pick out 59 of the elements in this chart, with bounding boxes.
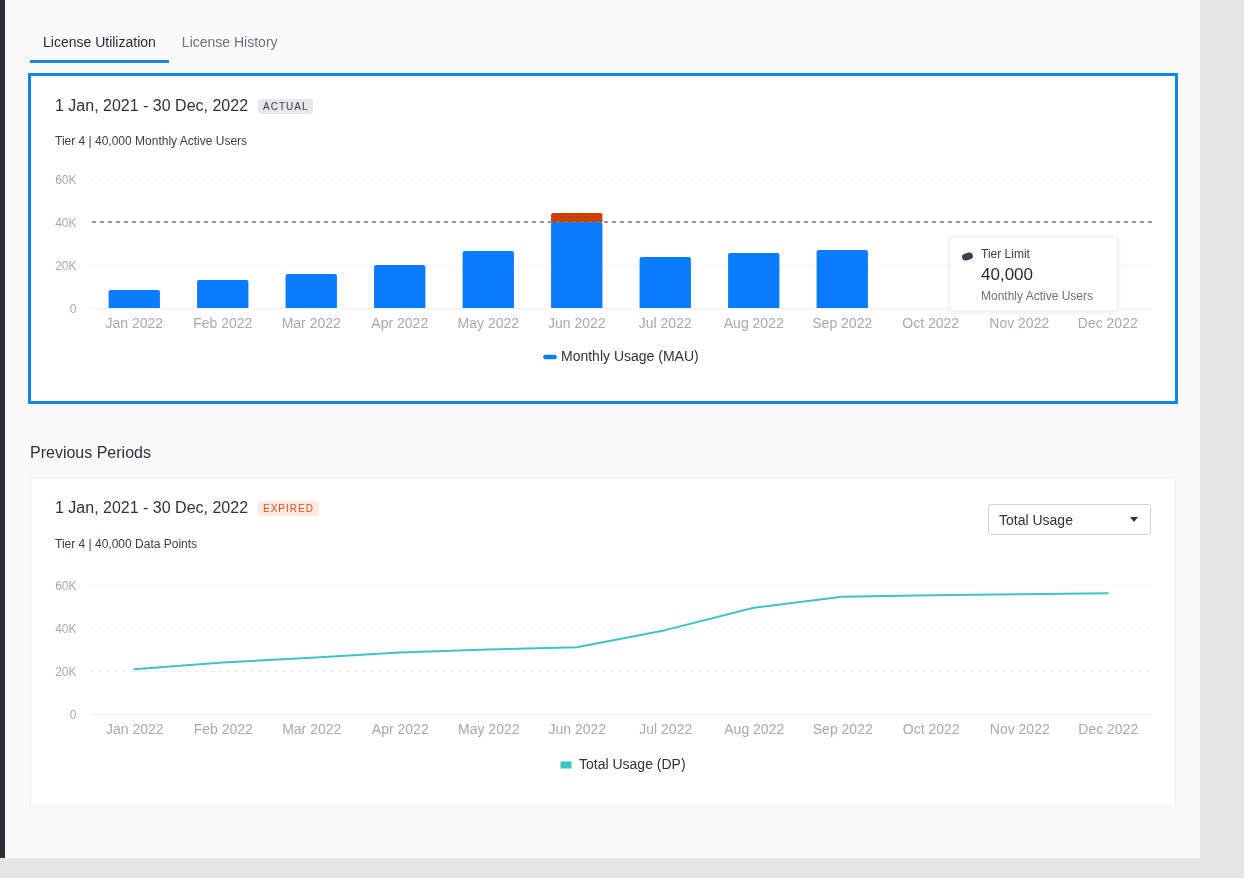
bar — [374, 265, 426, 308]
x-tick-label: May 2022 — [458, 720, 520, 737]
x-tick-label: Aug 2022 — [723, 314, 784, 331]
ref-line-label: Tier Limit — [981, 247, 1031, 261]
chart-subtitle: Tier 4 | 40,000 Monthly Active Users — [55, 134, 248, 148]
text: Previous Periods — [30, 444, 151, 462]
text: Total Usage — [988, 504, 1151, 535]
x-tick-label: Sep 2022 — [812, 720, 873, 737]
tooltip-card: Tier Limit 40,000 Monthly Active Users — [949, 236, 1118, 312]
x-tick-label: Dec 2022 — [1077, 314, 1138, 331]
bar — [551, 222, 603, 308]
x-tick-label: Mar 2022 — [282, 720, 342, 737]
text: EXPIRED — [258, 500, 319, 516]
x-tick-label: Apr 2022 — [371, 720, 429, 737]
x-tick-label: Oct 2022 — [902, 314, 960, 331]
y-tick-label: 20K — [55, 258, 77, 273]
x-tick-label: May 2022 — [457, 314, 520, 331]
bar — [462, 251, 514, 308]
x-tick-label: Jul 2022 — [638, 314, 692, 331]
legend-label: Total Usage (DP) — [579, 756, 686, 772]
bar — [551, 212, 603, 222]
chart-title: 1 Jan, 2021 - 30 Dec, 2022 — [55, 499, 249, 517]
x-tick-label: Nov 2022 — [989, 314, 1050, 331]
bar — [639, 257, 691, 308]
x-tick-label: Mar 2022 — [281, 314, 342, 331]
annotation: Monthly Active Users — [981, 289, 1095, 303]
x-tick-label: Nov 2022 — [989, 720, 1050, 737]
y-tick-label: 0 — [69, 707, 77, 722]
x-tick-label: Jan 2022 — [105, 720, 164, 737]
x-tick-label: Feb 2022 — [193, 314, 253, 331]
legend-label: Monthly Usage (MAU) — [561, 348, 699, 364]
text: License History — [180, 33, 279, 52]
y-tick-label: 60K — [55, 172, 77, 187]
bar — [197, 280, 249, 308]
x-tick-label: Jul 2022 — [639, 720, 693, 737]
x-tick-label: Feb 2022 — [193, 720, 254, 737]
x-tick-label: Dec 2022 — [1078, 720, 1139, 737]
chart-subtitle: Tier 4 | 40,000 Data Points — [55, 537, 198, 551]
x-tick-label: Oct 2022 — [902, 720, 960, 737]
chart-title: 1 Jan, 2021 - 30 Dec, 2022 — [55, 97, 249, 115]
y-tick-label: 0 — [69, 301, 77, 316]
y-tick-label: 40K — [55, 621, 77, 636]
text: License Utilization — [30, 30, 169, 63]
y-tick-label: 40K — [55, 215, 77, 230]
bar — [285, 274, 337, 308]
annotation: 40,000 — [981, 265, 1034, 285]
bar — [108, 289, 160, 308]
text: ACTUAL — [258, 98, 314, 114]
line-series — [133, 592, 1109, 671]
y-tick-label: 60K — [55, 578, 77, 593]
x-tick-label: Sep 2022 — [812, 314, 873, 331]
x-tick-label: Apr 2022 — [371, 314, 429, 331]
x-tick-label: Jan 2022 — [105, 314, 164, 331]
x-tick-label: Aug 2022 — [724, 720, 785, 737]
x-tick-label: Jun 2022 — [548, 720, 607, 737]
x-tick-label: Jun 2022 — [547, 314, 606, 331]
y-tick-label: 20K — [55, 664, 77, 679]
bar — [728, 252, 780, 308]
bar — [816, 249, 868, 308]
